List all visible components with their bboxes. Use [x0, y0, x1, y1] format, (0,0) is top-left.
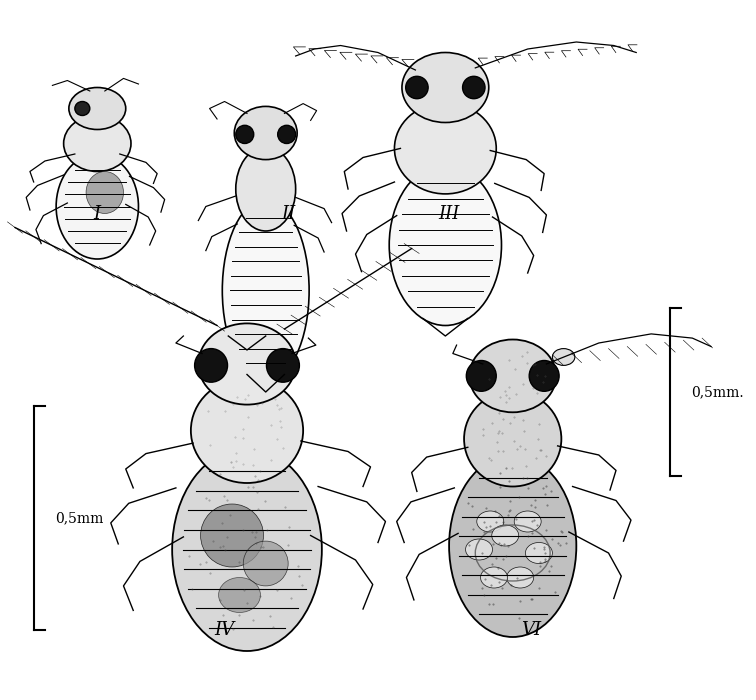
Ellipse shape	[477, 511, 503, 532]
Ellipse shape	[514, 511, 541, 532]
Ellipse shape	[56, 154, 138, 259]
Ellipse shape	[222, 199, 309, 382]
Ellipse shape	[529, 360, 559, 391]
Ellipse shape	[449, 455, 576, 637]
Ellipse shape	[198, 323, 296, 405]
Ellipse shape	[243, 541, 288, 586]
Ellipse shape	[481, 567, 507, 588]
Ellipse shape	[395, 103, 496, 194]
Ellipse shape	[194, 349, 228, 382]
Text: 0,5mm: 0,5mm	[54, 511, 103, 525]
Ellipse shape	[236, 125, 254, 144]
Ellipse shape	[218, 578, 261, 612]
Ellipse shape	[466, 539, 492, 560]
Text: I: I	[94, 204, 101, 223]
Ellipse shape	[277, 125, 296, 144]
Ellipse shape	[463, 76, 485, 99]
Text: VI: VI	[522, 621, 541, 639]
Ellipse shape	[553, 349, 575, 365]
Ellipse shape	[191, 378, 303, 483]
Ellipse shape	[466, 360, 496, 391]
Ellipse shape	[236, 147, 296, 231]
Text: II: II	[281, 204, 296, 223]
Ellipse shape	[234, 106, 297, 160]
Ellipse shape	[389, 164, 501, 326]
Ellipse shape	[69, 88, 125, 130]
Ellipse shape	[469, 340, 556, 412]
Ellipse shape	[491, 525, 519, 546]
Ellipse shape	[402, 52, 489, 122]
Text: III: III	[438, 204, 460, 223]
Ellipse shape	[172, 448, 322, 651]
Ellipse shape	[525, 542, 553, 564]
Text: IV: IV	[215, 621, 234, 639]
Ellipse shape	[200, 504, 264, 567]
Ellipse shape	[464, 391, 562, 486]
Ellipse shape	[266, 349, 299, 382]
Ellipse shape	[64, 116, 131, 172]
Ellipse shape	[86, 172, 123, 214]
Ellipse shape	[406, 76, 428, 99]
Ellipse shape	[507, 567, 534, 588]
Ellipse shape	[75, 102, 90, 116]
Text: 0,5mm.: 0,5mm.	[691, 385, 743, 399]
